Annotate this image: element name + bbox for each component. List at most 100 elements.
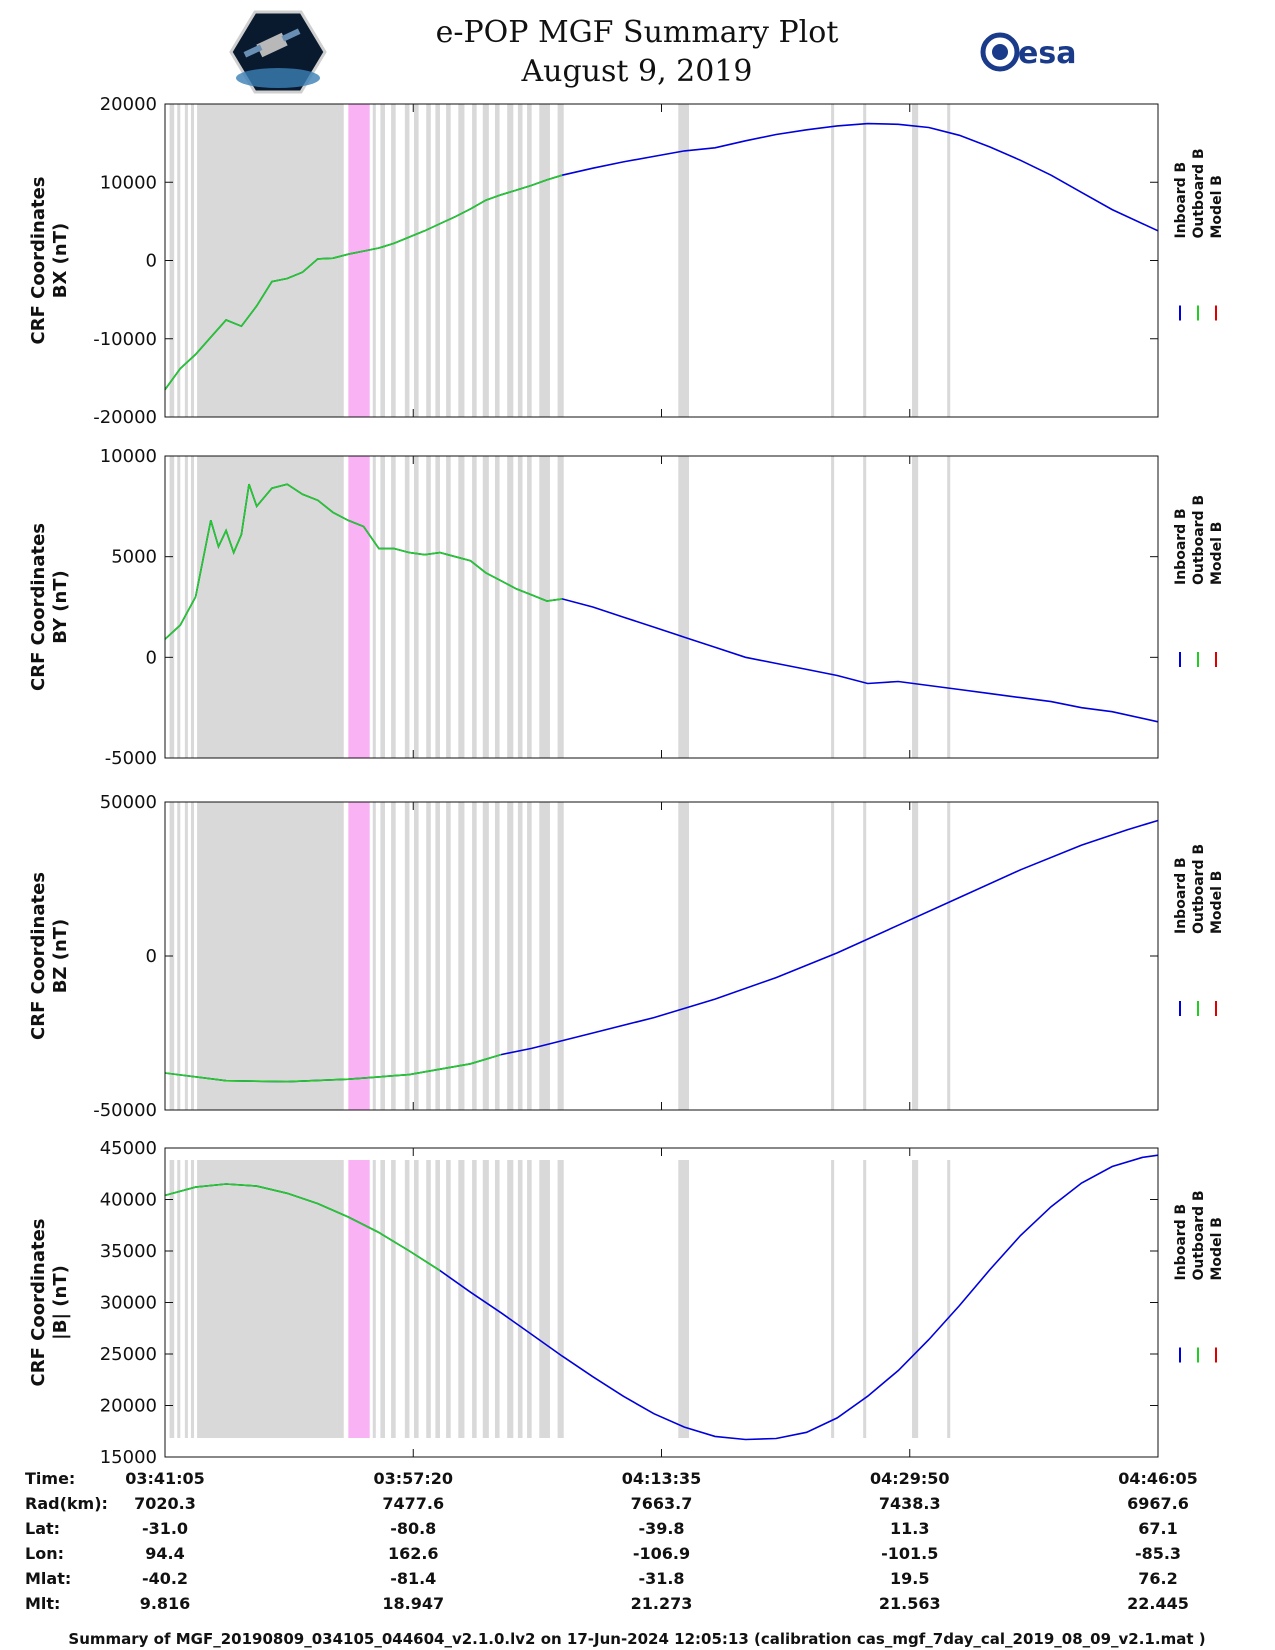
- data-gap-band: [557, 456, 564, 758]
- data-gap-band: [494, 1160, 500, 1438]
- data-gap-band: [517, 456, 523, 758]
- info-value: 9.816: [140, 1594, 191, 1613]
- info-value: -39.8: [638, 1519, 684, 1538]
- data-gap-band: [169, 456, 175, 758]
- y-axis-label: CRF Coordinates |B| (nT): [28, 1219, 71, 1387]
- info-value: 94.4: [145, 1544, 184, 1563]
- y-tick-label: 30000: [100, 1293, 157, 1314]
- y-axis-label: CRF Coordinates BZ (nT): [28, 872, 71, 1040]
- data-gap-band: [539, 802, 550, 1110]
- data-gap-band: [372, 802, 376, 1110]
- y-axis-label: CRF Coordinates BX (nT): [28, 177, 71, 345]
- data-gap-band: [678, 802, 689, 1110]
- y-tick-label: 45000: [100, 1138, 157, 1159]
- info-table: Time: Rad(km): Lat: Lon: Mlat: Mlt: 03:4…: [25, 1469, 1198, 1613]
- panel-1: -20000 -10000 0 10000 20000 CRF Coordinates BX…: [28, 94, 1225, 428]
- data-gap-band: [404, 104, 410, 417]
- legend-entry: Inboard B: [1173, 508, 1189, 585]
- y-tick-label: 25000: [100, 1344, 157, 1365]
- y-tick-label: -20000: [93, 407, 157, 428]
- data-gap-band: [426, 104, 431, 417]
- data-gap-band: [517, 802, 523, 1110]
- y-tick-label: 0: [146, 251, 157, 272]
- data-gap-band: [678, 1160, 689, 1438]
- data-gap-band: [472, 456, 477, 758]
- info-value: -81.4: [390, 1569, 436, 1588]
- plot-frame: [164, 1147, 1159, 1458]
- data-gap-band: [372, 104, 376, 417]
- legend: Inboard B Outboard B Model B: [1173, 148, 1225, 321]
- data-gap-band: [831, 104, 835, 417]
- y-axis-label: CRF Coordinates BY (nT): [28, 523, 71, 691]
- legend-entry: Model B: [1209, 175, 1225, 238]
- data-gap-band: [863, 456, 867, 758]
- highlight-band: [348, 104, 370, 417]
- info-value: 04:46:05: [1118, 1469, 1198, 1488]
- highlight-band: [348, 802, 370, 1110]
- data-gap-band: [190, 104, 195, 417]
- data-gap-band: [414, 802, 419, 1110]
- data-gap-band: [507, 1160, 514, 1438]
- data-gap-band: [947, 1160, 951, 1438]
- info-value: -106.9: [633, 1544, 690, 1563]
- plot-frame: [164, 455, 1159, 759]
- info-value: 11.3: [890, 1519, 929, 1538]
- data-gap-band: [177, 1160, 181, 1438]
- info-value: 7477.6: [382, 1494, 444, 1513]
- legend-label: Inboard B: [1173, 1204, 1189, 1281]
- y-tick-label: 40000: [100, 1190, 157, 1211]
- plot-frame: [164, 801, 1159, 1111]
- data-gap-band: [414, 1160, 419, 1438]
- data-gap-band: [380, 104, 385, 417]
- y-tick-label: 20000: [100, 1396, 157, 1417]
- y-axis-label-line2: |B| (nT): [50, 1265, 71, 1340]
- esa-logo-text: esa: [1018, 36, 1076, 71]
- info-columns: 03:41:05 7020.3 -31.0 94.4 -40.2 9.816 03:57:2…: [125, 1469, 1198, 1613]
- data-gap-band: [197, 1160, 344, 1438]
- data-gap-band: [435, 104, 440, 417]
- esa-logo: esa: [980, 32, 1076, 72]
- y-axis-label-line2: BY (nT): [50, 570, 71, 644]
- data-gap-band: [507, 456, 514, 758]
- info-label: Mlat:: [25, 1569, 71, 1588]
- legend-entry: Inboard B: [1173, 162, 1189, 239]
- data-gap-band: [831, 802, 835, 1110]
- data-gap-band: [472, 1160, 477, 1438]
- data-gap-band: [458, 802, 465, 1110]
- data-gap-band: [458, 456, 465, 758]
- data-gap-band: [472, 104, 477, 417]
- data-gap-band: [912, 1160, 919, 1438]
- plot-frame: [164, 103, 1159, 418]
- legend-label: Inboard B: [1173, 162, 1189, 239]
- highlight-band: [348, 1160, 370, 1438]
- info-value: 04:29:50: [870, 1469, 950, 1488]
- outboard-b-line: [164, 483, 563, 640]
- data-gap-band: [482, 1160, 489, 1438]
- info-label: Time:: [25, 1469, 75, 1488]
- data-gap-band: [391, 802, 396, 1110]
- info-value: 7020.3: [134, 1494, 196, 1513]
- panel-2: -5000 0 5000 10000 CRF Coordinates BY (nT) Inb…: [28, 446, 1225, 769]
- data-gap-band: [197, 802, 344, 1110]
- data-gap-band: [517, 1160, 523, 1438]
- data-gap-band: [472, 802, 477, 1110]
- data-gap-band: [482, 456, 489, 758]
- data-gap-band: [414, 456, 419, 758]
- info-value: 19.5: [890, 1569, 929, 1588]
- data-gap-band: [184, 1160, 188, 1438]
- data-gap-band: [863, 802, 867, 1110]
- data-gap-band: [947, 456, 951, 758]
- legend-entry: Model B: [1209, 871, 1225, 934]
- legend-entry: Model B: [1209, 522, 1225, 585]
- data-gap-band: [863, 104, 867, 417]
- info-value: 6967.6: [1127, 1494, 1189, 1513]
- outboard-b-line: [164, 1183, 441, 1272]
- data-gap-band: [446, 1160, 451, 1438]
- footer-caption: Summary of MGF_20190809_034105_044604_v2…: [68, 1630, 1205, 1648]
- y-tick-label: -5000: [105, 748, 157, 769]
- legend-label: Outboard B: [1191, 495, 1207, 585]
- data-gap-band: [482, 802, 489, 1110]
- y-axis-label-line2: BZ (nT): [50, 919, 71, 994]
- y-axis-label-line2: BX (nT): [50, 223, 71, 298]
- y-axis-label-line1: CRF Coordinates: [28, 1219, 49, 1387]
